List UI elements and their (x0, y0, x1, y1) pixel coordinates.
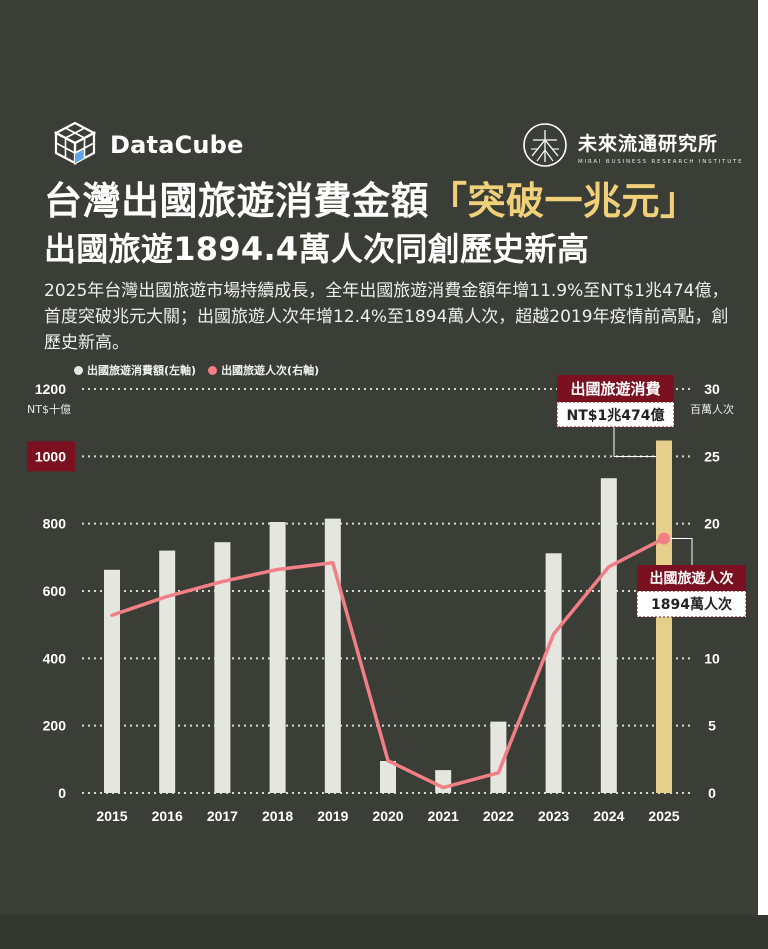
brand-logo: DataCube (52, 118, 244, 172)
callout-value-travelers: 1894萬人次 (651, 596, 732, 613)
bar-spending-2021 (435, 770, 452, 793)
bar-spending-2020 (380, 761, 396, 793)
cube-logo-icon (52, 120, 98, 170)
bar-spending-2016 (159, 550, 176, 793)
callout-connector-travelers (670, 537, 693, 565)
right-axis-unit: 百萬人次 (690, 402, 734, 416)
left-axis-unit: NT$十億 (27, 402, 71, 416)
bar-spending-2015 (104, 569, 120, 793)
callout-value-box-spending (556, 401, 675, 428)
point-travelers-2025 (658, 532, 670, 545)
org-name: 未來流通研究所 (578, 133, 719, 155)
headline-highlight: 「突破一兆元」 (429, 179, 699, 223)
x-axis-tick-label: 2017 (207, 808, 238, 824)
right-axis-tick-label: 10 (704, 650, 720, 666)
left-axis-tick-label: 600 (43, 583, 67, 599)
bar-spending-2017 (214, 542, 231, 793)
bar-spending-2019 (324, 518, 341, 793)
left-axis-tick-label: 400 (43, 650, 67, 666)
callout-title-spending: 出國旅遊消費 (570, 380, 660, 398)
right-axis-tick-label: 30 (704, 381, 720, 397)
legend-dot-travelers (208, 365, 218, 375)
description: 2025年台灣出國旅遊市場持續成長，全年出國旅遊消費金額年增11.9%至NT$1… (44, 281, 729, 353)
bar-spending-2018 (269, 521, 286, 793)
left-axis-tick-label: 1200 (35, 381, 66, 397)
callout-title-box-spending (557, 375, 674, 402)
x-axis-tick-label: 2018 (262, 808, 293, 824)
x-axis-tick-label: 2016 (152, 808, 183, 824)
left-axis-tick-label: 1000 (35, 448, 66, 464)
legend-dot-spending (74, 365, 83, 375)
headline-line-2: 出國旅遊1894.4萬人次同創歷史新高 (44, 230, 590, 268)
callout-value-box-travelers (636, 590, 747, 618)
callout-value-spending: NT$1兆474億 (567, 407, 665, 424)
org-logo: 未來流通研究所 MIRAI BUSINESS RESEARCH INSTITUT… (520, 120, 743, 174)
x-axis-tick-label: 2024 (593, 808, 624, 824)
right-edge-strip (758, 0, 768, 949)
callout-title-box-travelers (637, 565, 746, 591)
x-axis-tick-label: 2022 (483, 808, 514, 824)
legend-item-spending: 出國旅遊消費額(左軸) (74, 362, 196, 378)
highlight-tick-box (27, 441, 75, 472)
left-axis-tick-label: 800 (43, 516, 67, 532)
org-subtitle: MIRAI BUSINESS RESEARCH INSTITUTE (578, 159, 744, 165)
callout-title-travelers: 出國旅遊人次 (650, 570, 734, 587)
left-axis-tick-label: 0 (58, 785, 66, 801)
legend-item-travelers: 出國旅遊人次(右軸) (208, 362, 319, 378)
legend-label-travelers: 出國旅遊人次(右軸) (221, 364, 320, 377)
tree-emblem-icon (520, 120, 570, 174)
x-axis-tick-label: 2015 (96, 808, 127, 824)
chart-legend: 出國旅遊消費額(左軸) 出國旅遊人次(右軸) (74, 362, 331, 378)
callout-connector-spending (613, 420, 656, 458)
right-axis-tick-label: 25 (704, 448, 720, 464)
x-axis-tick-label: 2021 (428, 808, 459, 824)
bar-spending-2024 (600, 478, 617, 793)
right-axis-tick-label: 5 (708, 718, 716, 734)
line-travelers (110, 536, 666, 790)
x-axis-tick-label: 2025 (648, 808, 679, 824)
x-axis-tick-label: 2023 (538, 808, 569, 824)
bottom-strip (0, 915, 768, 949)
right-axis-tick-label: 0 (708, 785, 716, 801)
bar-spending-2023 (545, 553, 562, 793)
brand-name: DataCube (110, 131, 244, 159)
x-axis-tick-label: 2019 (317, 808, 348, 824)
left-axis-tick-label: 200 (43, 718, 67, 734)
legend-label-spending: 出國旅遊消費額(左軸) (87, 364, 197, 377)
headline-prefix: 台灣出國旅遊消費金額 (44, 179, 430, 223)
headline-line-1: 台灣出國旅遊消費金額「突破一兆元」 (44, 170, 699, 225)
x-axis-tick-label: 2020 (372, 808, 403, 824)
right-axis-tick-label: 20 (704, 516, 720, 532)
